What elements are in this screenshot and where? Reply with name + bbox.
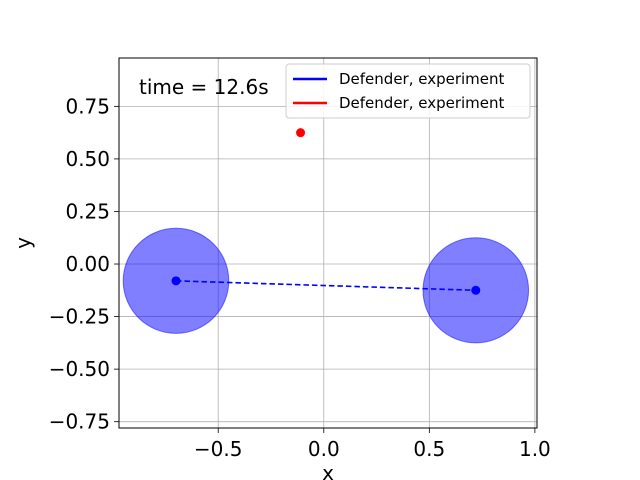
y-tick-label: −0.25 [49, 305, 110, 329]
plot-area [122, 128, 530, 344]
x-axis-ticks: −0.5 0.0 0.5 1.0 [194, 428, 551, 461]
time-annotation: time = 12.6s [139, 75, 269, 99]
y-tick-label: −0.75 [49, 410, 110, 434]
x-tick-label: 0.5 [413, 437, 445, 461]
y-tick-label: 0.25 [65, 199, 110, 223]
legend-entries: Defender, experiment Defender, experiment [293, 70, 505, 112]
y-tick-label: 0.50 [65, 147, 110, 171]
y-tick-label: 0.75 [65, 94, 110, 118]
x-tick-label: 0.0 [308, 437, 340, 461]
intruder-point [296, 128, 306, 138]
position-markers [171, 128, 481, 295]
defender-point [171, 276, 181, 286]
legend-box [285, 63, 531, 119]
y-tick-label: −0.50 [49, 357, 110, 381]
legend: Defender, experiment Defender, experiment [285, 63, 531, 119]
x-tick-label: 1.0 [519, 437, 551, 461]
y-axis-label: y [11, 237, 35, 249]
defender-point [471, 285, 481, 295]
x-axis-label: x [322, 461, 334, 480]
legend-label: Defender, experiment [339, 70, 505, 88]
y-axis-ticks: 0.75 0.50 0.25 0.00 −0.25 −0.50 −0.75 [49, 94, 119, 434]
legend-label: Defender, experiment [339, 94, 505, 112]
x-tick-label: −0.5 [194, 437, 243, 461]
defender-link-line [175, 280, 476, 292]
y-tick-label: 0.00 [65, 252, 110, 276]
axes-frame [118, 57, 538, 429]
